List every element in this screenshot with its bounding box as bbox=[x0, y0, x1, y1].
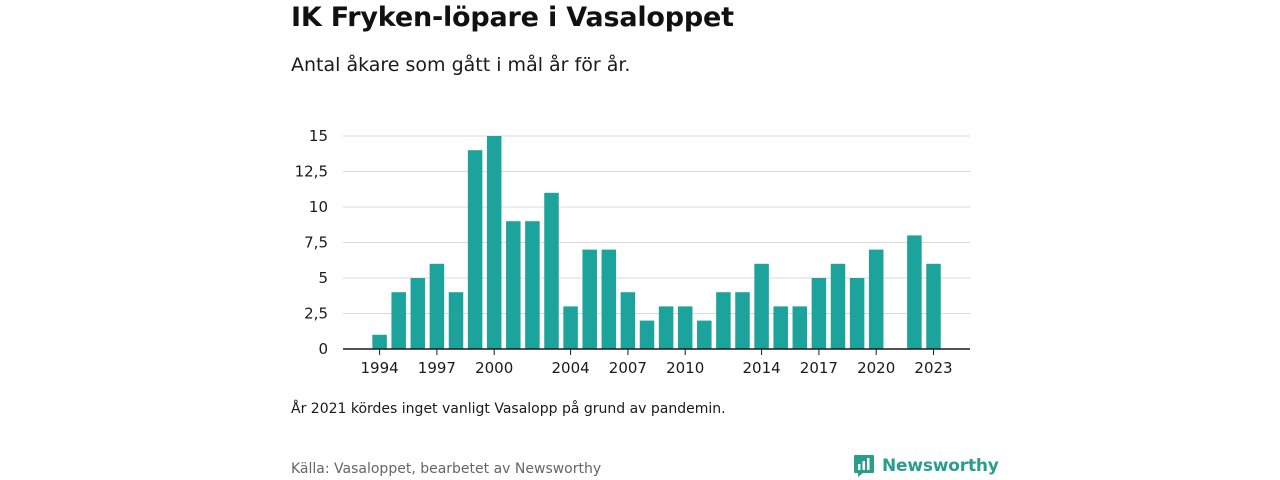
y-tick-label: 12,5 bbox=[295, 163, 328, 181]
x-tick-label: 1997 bbox=[418, 359, 456, 377]
logo-text: Newsworthy bbox=[882, 456, 999, 476]
bar bbox=[448, 292, 464, 349]
x-tick-label: 2007 bbox=[609, 359, 647, 377]
bar bbox=[525, 221, 540, 349]
x-tick-label: 2000 bbox=[475, 359, 513, 377]
bar bbox=[639, 320, 655, 349]
y-tick-label: 15 bbox=[309, 127, 328, 145]
bar bbox=[792, 306, 808, 349]
y-tick-label: 5 bbox=[318, 269, 328, 287]
chart-subtitle: Antal åkare som gått i mål år för år. bbox=[291, 54, 631, 76]
x-tick-label: 2014 bbox=[743, 359, 781, 377]
bar-chart: 0 2,5 5 7,5 10 12,5 15 1994 1997 2000 2004 2007 2010… bbox=[295, 127, 970, 377]
bar bbox=[677, 306, 693, 349]
chart-note: År 2021 kördes inget vanligt Vasalopp på… bbox=[291, 401, 726, 417]
axes: 0 2,5 5 7,5 10 12,5 15 1994 1997 2000 2004 2007 2010… bbox=[295, 127, 970, 377]
bar bbox=[658, 306, 674, 349]
newsworthy-logo-icon bbox=[854, 455, 874, 477]
newsworthy-logo[interactable]: Newsworthy bbox=[853, 454, 999, 478]
bar bbox=[372, 334, 387, 349]
bar bbox=[773, 306, 788, 349]
bar bbox=[544, 192, 559, 349]
bar bbox=[582, 249, 597, 349]
bar bbox=[849, 278, 865, 349]
bar bbox=[716, 292, 731, 349]
x-tick-label: 2023 bbox=[914, 359, 952, 377]
bar bbox=[697, 320, 712, 349]
gridlines bbox=[343, 135, 970, 314]
bar bbox=[830, 263, 846, 349]
bar bbox=[735, 292, 750, 349]
bar bbox=[868, 249, 884, 349]
y-tick-label: 10 bbox=[309, 198, 328, 216]
x-tick-label: 2017 bbox=[800, 359, 838, 377]
x-tick-label: 2020 bbox=[857, 359, 895, 377]
bar bbox=[926, 263, 941, 349]
bar bbox=[506, 221, 521, 349]
bar bbox=[486, 136, 502, 349]
bars bbox=[372, 136, 941, 349]
x-tick-label: 2004 bbox=[552, 359, 590, 377]
bar bbox=[754, 263, 769, 349]
bar bbox=[410, 278, 426, 349]
source-credit: Källa: Vasaloppet, bearbetet av Newswort… bbox=[291, 461, 602, 477]
y-tick-label: 7,5 bbox=[304, 234, 328, 252]
y-tick-label: 0 bbox=[318, 340, 328, 358]
bar bbox=[601, 249, 617, 349]
bar bbox=[391, 292, 406, 349]
x-tick-label: 1994 bbox=[361, 359, 399, 377]
x-tick-label: 2010 bbox=[666, 359, 704, 377]
bar bbox=[467, 150, 483, 349]
bar bbox=[563, 306, 578, 349]
chart-title: IK Fryken-löpare i Vasaloppet bbox=[291, 2, 734, 33]
bar bbox=[429, 263, 445, 349]
bar bbox=[907, 235, 922, 349]
bar bbox=[620, 292, 636, 349]
bar bbox=[811, 278, 827, 349]
y-tick-label: 2,5 bbox=[304, 305, 328, 323]
